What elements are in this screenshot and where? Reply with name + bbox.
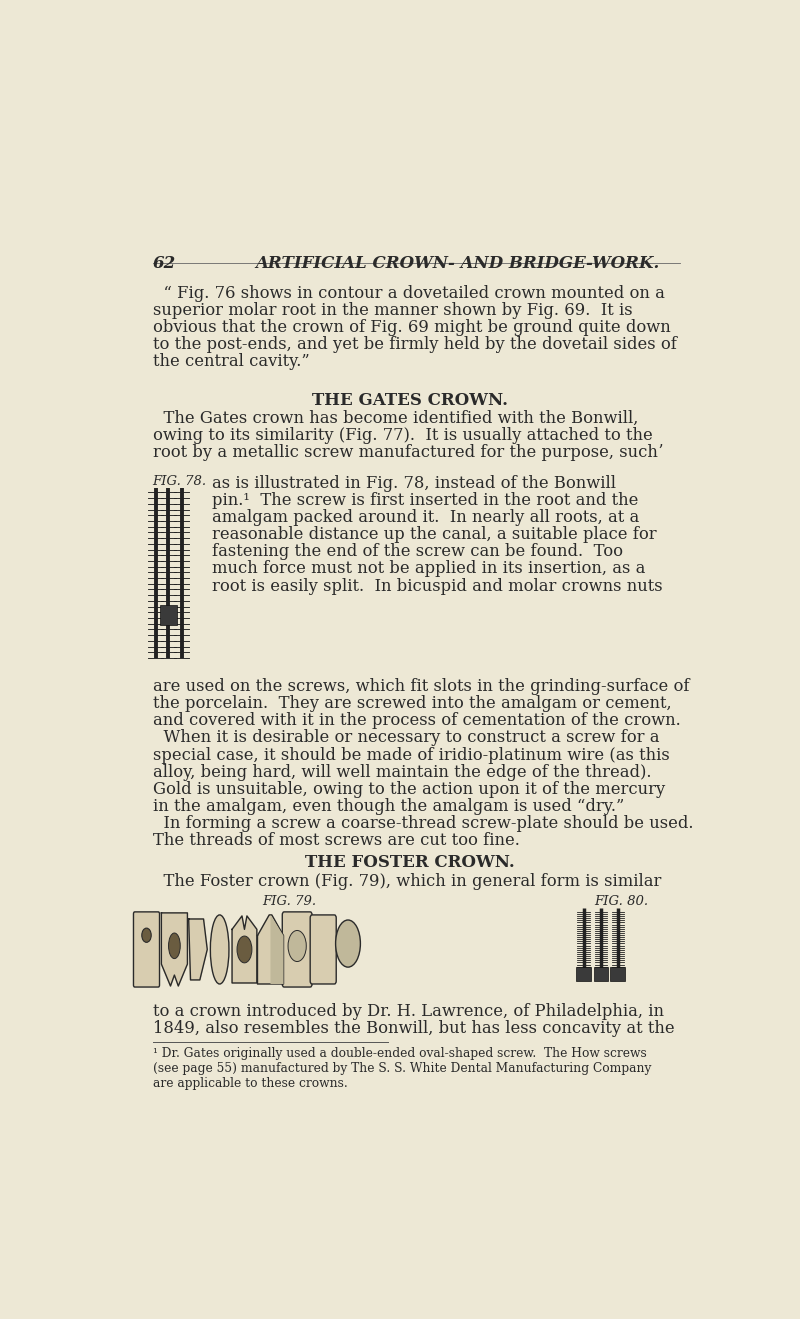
- Text: THE FOSTER CROWN.: THE FOSTER CROWN.: [305, 853, 515, 871]
- Text: the central cavity.”: the central cavity.”: [153, 353, 310, 371]
- Text: In forming a screw a coarse-thread screw-plate should be used.: In forming a screw a coarse-thread screw…: [153, 815, 693, 832]
- Bar: [594, 967, 608, 981]
- Text: FIG. 78.: FIG. 78.: [153, 475, 207, 488]
- Text: obvious that the crown of Fig. 69 might be ground quite down: obvious that the crown of Fig. 69 might …: [153, 319, 670, 336]
- Text: FIG. 79.: FIG. 79.: [262, 894, 316, 907]
- Text: ¹ Dr. Gates originally used a double-ended oval-shaped screw.  The How screws: ¹ Dr. Gates originally used a double-end…: [153, 1047, 646, 1060]
- Text: fastening the end of the screw can be found.  Too: fastening the end of the screw can be fo…: [211, 543, 622, 561]
- Text: “ Fig. 76 shows in contour a dovetailed crown mounted on a: “ Fig. 76 shows in contour a dovetailed …: [153, 285, 665, 302]
- Text: to the post-ends, and yet be firmly held by the dovetail sides of: to the post-ends, and yet be firmly held…: [153, 336, 677, 353]
- Text: in the amalgam, even though the amalgam is used “dry.”: in the amalgam, even though the amalgam …: [153, 798, 624, 815]
- Ellipse shape: [288, 930, 306, 962]
- FancyBboxPatch shape: [310, 915, 336, 984]
- Text: pin.¹  The screw is first inserted in the root and the: pin.¹ The screw is first inserted in the…: [211, 492, 638, 509]
- FancyBboxPatch shape: [134, 911, 159, 987]
- Text: THE GATES CROWN.: THE GATES CROWN.: [312, 392, 508, 409]
- Text: to a crown introduced by Dr. H. Lawrence, of Philadelphia, in: to a crown introduced by Dr. H. Lawrence…: [153, 1004, 664, 1021]
- Text: root is easily split.  In bicuspid and molar crowns nuts: root is easily split. In bicuspid and mo…: [211, 578, 662, 595]
- Text: The Gates crown has become identified with the Bonwill,: The Gates crown has become identified wi…: [153, 410, 638, 427]
- Text: reasonable distance up the canal, a suitable place for: reasonable distance up the canal, a suit…: [211, 526, 656, 543]
- Text: ARTIFICIAL CROWN- AND BRIDGE-WORK.: ARTIFICIAL CROWN- AND BRIDGE-WORK.: [255, 255, 659, 272]
- Ellipse shape: [210, 915, 229, 984]
- Ellipse shape: [142, 929, 151, 942]
- Ellipse shape: [169, 933, 180, 959]
- Bar: [610, 967, 625, 981]
- Polygon shape: [258, 915, 283, 984]
- Text: Gold is unsuitable, owing to the action upon it of the mercury: Gold is unsuitable, owing to the action …: [153, 781, 665, 798]
- Text: FIG. 80.: FIG. 80.: [594, 894, 648, 907]
- Text: 62: 62: [153, 255, 176, 272]
- Text: The Foster crown (Fig. 79), which in general form is similar: The Foster crown (Fig. 79), which in gen…: [153, 873, 661, 890]
- Text: as is illustrated in Fig. 78, instead of the Bonwill: as is illustrated in Fig. 78, instead of…: [211, 475, 616, 492]
- Text: are used on the screws, which fit slots in the grinding-surface of: are used on the screws, which fit slots …: [153, 678, 690, 695]
- FancyBboxPatch shape: [282, 911, 312, 987]
- Text: The threads of most screws are cut too fine.: The threads of most screws are cut too f…: [153, 832, 519, 849]
- Text: owing to its similarity (Fig. 77).  It is usually attached to the: owing to its similarity (Fig. 77). It is…: [153, 427, 653, 445]
- Polygon shape: [270, 915, 283, 984]
- Text: much force must not be applied in its insertion, as a: much force must not be applied in its in…: [211, 561, 645, 578]
- Polygon shape: [232, 915, 257, 983]
- Text: and covered with it in the process of cementation of the crown.: and covered with it in the process of ce…: [153, 712, 681, 729]
- Text: amalgam packed around it.  In nearly all roots, at a: amalgam packed around it. In nearly all …: [211, 509, 639, 526]
- Text: root by a metallic screw manufactured for the purpose, suchʼ: root by a metallic screw manufactured fo…: [153, 445, 663, 462]
- Text: 1849, also resembles the Bonwill, but has less concavity at the: 1849, also resembles the Bonwill, but ha…: [153, 1021, 674, 1037]
- Bar: [159, 605, 177, 625]
- Text: special case, it should be made of iridio-platinum wire (as this: special case, it should be made of iridi…: [153, 747, 670, 764]
- Text: alloy, being hard, will well maintain the edge of the thread).: alloy, being hard, will well maintain th…: [153, 764, 651, 781]
- Ellipse shape: [336, 921, 360, 967]
- Bar: [576, 967, 591, 981]
- Text: the porcelain.  They are screwed into the amalgam or cement,: the porcelain. They are screwed into the…: [153, 695, 671, 712]
- Polygon shape: [189, 919, 207, 980]
- Ellipse shape: [237, 936, 252, 963]
- Text: When it is desirable or necessary to construct a screw for a: When it is desirable or necessary to con…: [153, 729, 659, 747]
- Text: (see page 55) manufactured by The S. S. White Dental Manufacturing Company: (see page 55) manufactured by The S. S. …: [153, 1062, 651, 1075]
- Text: are applicable to these crowns.: are applicable to these crowns.: [153, 1078, 347, 1089]
- Polygon shape: [162, 913, 187, 987]
- Text: superior molar root in the manner shown by Fig. 69.  It is: superior molar root in the manner shown …: [153, 302, 632, 319]
